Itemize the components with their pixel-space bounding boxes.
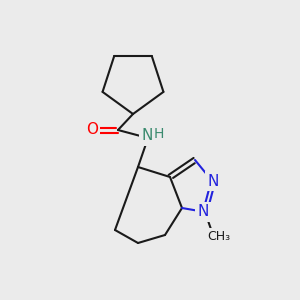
Text: N: N (207, 173, 219, 188)
Text: H: H (154, 127, 164, 141)
Text: CH₃: CH₃ (207, 230, 231, 242)
Text: N: N (141, 128, 153, 143)
Text: O: O (86, 122, 98, 137)
Text: N: N (197, 205, 209, 220)
